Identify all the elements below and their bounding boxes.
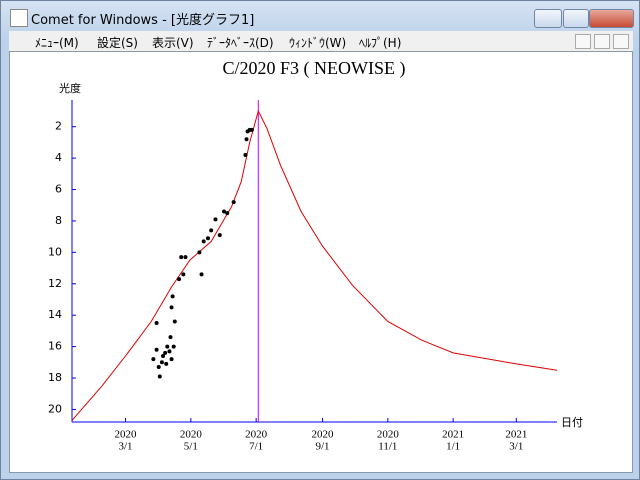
menu-item[interactable]: 表示(V) bbox=[152, 36, 194, 50]
observation bbox=[201, 239, 206, 244]
observation bbox=[161, 354, 166, 359]
child-minimize[interactable] bbox=[575, 34, 591, 49]
observation bbox=[199, 272, 204, 277]
observation bbox=[151, 357, 156, 362]
menu-bar: ﾒﾆｭｰ(M) 設定(S) 表示(V) ﾃﾞｰﾀﾍﾞｰｽ(D) ｳｨﾝﾄﾞｳ(W… bbox=[9, 31, 633, 51]
x-tick-label: 7/1 bbox=[249, 441, 263, 453]
observation bbox=[244, 137, 249, 142]
observation bbox=[217, 233, 222, 238]
menu-item[interactable]: ｳｨﾝﾄﾞｳ(W) bbox=[289, 36, 347, 50]
x-tick-label: 1/1 bbox=[446, 441, 460, 453]
observation bbox=[197, 250, 202, 255]
observation bbox=[209, 228, 214, 233]
observation bbox=[222, 209, 227, 214]
x-tick-label: 2020 bbox=[245, 429, 268, 441]
observation bbox=[156, 365, 161, 370]
y-tick-label: 10 bbox=[48, 245, 62, 258]
observation bbox=[205, 236, 210, 241]
observation bbox=[154, 321, 159, 326]
child-close[interactable] bbox=[613, 34, 629, 49]
observation bbox=[167, 349, 172, 354]
minimize-button[interactable] bbox=[534, 9, 562, 28]
y-tick-label: 12 bbox=[48, 277, 62, 290]
app-icon bbox=[10, 9, 28, 27]
y-tick-label: 4 bbox=[55, 151, 62, 164]
x-tick-label: 2021 bbox=[442, 429, 464, 441]
observation bbox=[154, 347, 159, 352]
y-tick-label: 18 bbox=[48, 371, 62, 384]
y-tick-label: 2 bbox=[55, 120, 62, 133]
observation bbox=[172, 319, 177, 324]
observation bbox=[165, 344, 170, 349]
y-tick-label: 6 bbox=[55, 183, 62, 196]
maximize-button[interactable] bbox=[563, 9, 589, 28]
window-title: Comet for Windows - [光度グラフ1] bbox=[31, 13, 255, 28]
observation bbox=[171, 344, 176, 349]
observation bbox=[225, 211, 230, 216]
observation bbox=[183, 255, 188, 260]
x-tick-label: 2020 bbox=[377, 429, 400, 441]
observation bbox=[177, 277, 182, 282]
observation bbox=[169, 357, 174, 362]
x-tick-label: 11/1 bbox=[378, 441, 397, 453]
observation bbox=[231, 200, 236, 205]
model-curve bbox=[71, 109, 558, 421]
observation bbox=[181, 272, 186, 277]
observation bbox=[168, 335, 173, 340]
close-button[interactable] bbox=[589, 9, 634, 28]
x-tick-label: 2020 bbox=[312, 429, 335, 441]
y-tick-label: 14 bbox=[48, 308, 62, 321]
child-restore[interactable] bbox=[594, 34, 610, 49]
observation bbox=[159, 360, 164, 365]
menu-item[interactable]: ﾍﾙﾌﾟ(H) bbox=[359, 36, 402, 50]
x-tick-label: 3/1 bbox=[509, 441, 523, 453]
x-tick-label: 2021 bbox=[505, 429, 527, 441]
x-tick-label: 3/1 bbox=[119, 441, 133, 453]
observation bbox=[157, 374, 162, 379]
y-tick-label: 16 bbox=[48, 340, 62, 353]
observation bbox=[169, 305, 174, 310]
x-tick-label: 9/1 bbox=[315, 441, 329, 453]
chart: C/2020 F3 ( NEOWISE ) 光度 日付 2 4 6 8 10 12 14 16… bbox=[48, 58, 583, 453]
observation bbox=[170, 294, 175, 299]
y-tick-label: 8 bbox=[55, 214, 62, 227]
x-tick-label: 5/1 bbox=[184, 441, 198, 453]
observation bbox=[249, 127, 254, 132]
observation bbox=[163, 350, 168, 355]
y-axis-label: 光度 bbox=[59, 81, 81, 95]
y-tick-label: 20 bbox=[48, 402, 62, 415]
menu-item[interactable]: ﾃﾞｰﾀﾍﾞｰｽ(D) bbox=[207, 36, 274, 50]
graph-window: C/2020 F3 ( NEOWISE ) 光度 日付 2 4 6 8 10 12 14 16… bbox=[9, 51, 633, 473]
observation bbox=[179, 255, 184, 260]
x-tick-label: 2020 bbox=[180, 429, 203, 441]
x-tick-label: 2020 bbox=[115, 429, 138, 441]
observation bbox=[213, 217, 218, 222]
menu-item[interactable]: ﾒﾆｭｰ(M) bbox=[35, 36, 79, 50]
menu-item[interactable]: 設定(S) bbox=[97, 36, 138, 50]
observation bbox=[243, 152, 248, 157]
observation bbox=[164, 361, 169, 366]
chart-title: C/2020 F3 ( NEOWISE ) bbox=[223, 58, 406, 79]
x-axis-label: 日付 bbox=[561, 416, 583, 429]
